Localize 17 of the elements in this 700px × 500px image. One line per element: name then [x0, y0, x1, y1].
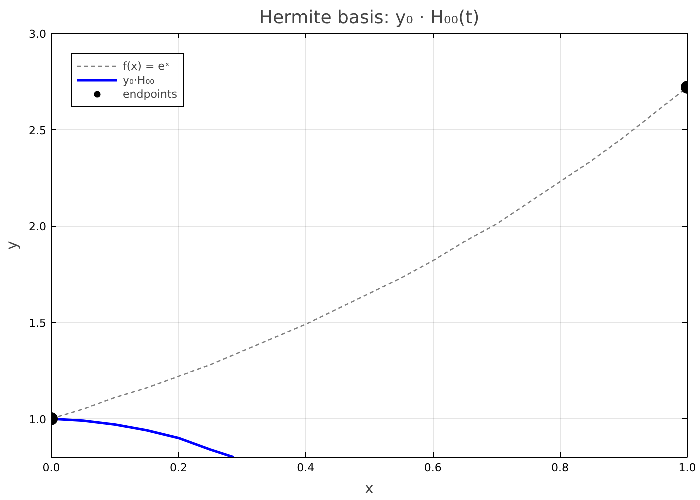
x-tick-label: 0.4: [297, 462, 315, 474]
legend-label: y₀·H₀₀: [123, 73, 155, 87]
x-tick-label: 1.0: [678, 462, 696, 474]
y-axis-title: y: [3, 240, 22, 250]
x-tick-label: 0.8: [552, 462, 570, 474]
legend-label: f(x) = eˣ: [123, 59, 170, 73]
y-tick-label: 2.0: [29, 220, 47, 234]
x-tick-label: 0.0: [42, 462, 60, 474]
x-axis-title: x: [365, 480, 374, 498]
legend-label: endpoints: [123, 87, 178, 101]
x-tick-label: 0.2: [170, 462, 188, 474]
chart-title: Hermite basis: y₀ · H₀₀(t): [259, 8, 480, 28]
y-tick-label: 1.5: [29, 317, 47, 330]
y-tick-label: 1.0: [29, 413, 47, 426]
y-tick-label: 2.5: [29, 124, 47, 138]
y-tick-label: 3.0: [29, 28, 47, 41]
x-tick-label: 0.6: [424, 462, 442, 474]
